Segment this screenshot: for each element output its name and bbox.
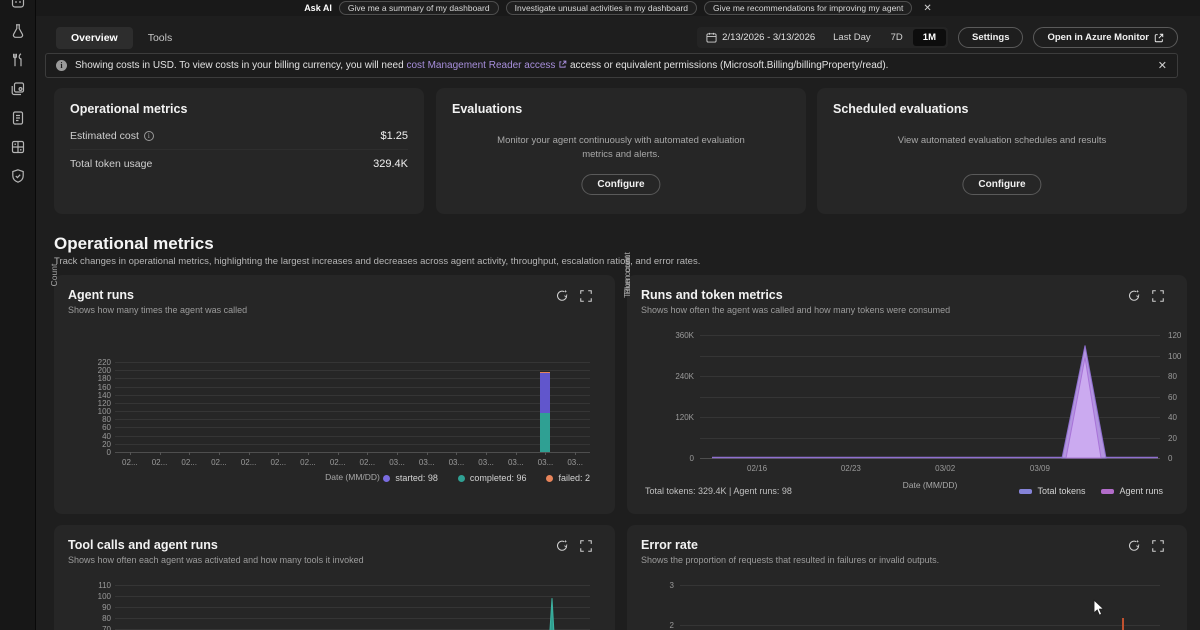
tab-overview[interactable]: Overview	[56, 27, 133, 49]
agent-icon[interactable]	[10, 0, 26, 10]
info-icon[interactable]: i	[144, 131, 154, 141]
evaluations-flask-icon[interactable]	[10, 23, 26, 39]
models-grid-icon[interactable]	[10, 139, 26, 155]
ask-ai-bar: Ask AI Give me a summary of my dashboard…	[36, 0, 1200, 16]
sidebar	[0, 0, 36, 630]
ask-ai-chip-summary[interactable]: Give me a summary of my dashboard	[339, 1, 499, 15]
range-7d[interactable]: 7D	[881, 29, 913, 46]
ask-ai-label: Ask AI	[304, 3, 332, 13]
agent-monitoring-dashboard: Ask AI Give me a summary of my dashboard…	[0, 0, 1200, 630]
legend-item[interactable]: started: 98	[383, 473, 438, 483]
mouse-cursor	[1093, 599, 1105, 617]
tool-calls-plot: 110100908070605040302010	[54, 525, 615, 630]
cost-reader-access-link[interactable]: cost Management Reader access	[406, 60, 555, 71]
templates-copy-icon[interactable]	[10, 81, 26, 97]
tokens-runs-footer: Total tokens: 329.4K | Agent runs: 98	[645, 486, 792, 496]
calendar-icon	[706, 32, 717, 43]
date-range-group: 2/13/2026 - 3/13/2026 Last Day 7D 1M	[697, 27, 948, 48]
estimated-cost-label: Estimated cost	[70, 130, 139, 142]
legend-item[interactable]: completed: 96	[458, 473, 527, 483]
settings-button[interactable]: Settings	[958, 27, 1023, 48]
runs-token-legend: Total tokens Agent runs	[1019, 486, 1163, 496]
banner-text: Showing costs in USD. To view costs in y…	[75, 60, 888, 71]
docs-icon[interactable]	[10, 110, 26, 126]
ask-ai-close-icon[interactable]: ✕	[923, 3, 931, 14]
legend-item[interactable]: failed: 2	[546, 473, 590, 483]
tab-bar: Overview Tools	[56, 27, 187, 49]
token-usage-value: 329.4K	[373, 158, 408, 170]
cost-info-banner: i Showing costs in USD. To view costs in…	[45, 53, 1178, 78]
ask-ai-chip-investigate[interactable]: Investigate unusual activities in my das…	[506, 1, 697, 15]
agent-runs-chart-card: Agent runs Shows how many times the agen…	[54, 275, 615, 514]
card-title: Operational metrics	[70, 102, 408, 116]
runs-token-chart-card: Runs and token metrics Shows how often t…	[627, 275, 1187, 514]
evaluations-card: Evaluations Monitor your agent continuou…	[436, 88, 806, 214]
info-icon: i	[56, 60, 67, 71]
date-range-value[interactable]: 2/13/2026 - 3/13/2026	[717, 29, 823, 46]
toolbar: 2/13/2026 - 3/13/2026 Last Day 7D 1M Set…	[697, 27, 1178, 48]
scheduled-evaluations-card: Scheduled evaluations View automated eva…	[817, 88, 1187, 214]
banner-close-icon[interactable]: ✕	[1158, 59, 1167, 72]
banner-external-link-icon	[558, 60, 567, 71]
card-title: Scheduled evaluations	[833, 102, 1171, 116]
estimated-cost-row: Estimated cost i $1.25	[70, 122, 408, 150]
scheduled-description: View automated evaluation schedules and …	[873, 134, 1132, 148]
legend-item[interactable]: Agent runs	[1101, 486, 1163, 496]
section-title: Operational metrics	[54, 234, 214, 254]
range-last-day[interactable]: Last Day	[823, 29, 881, 46]
range-1m[interactable]: 1M	[913, 29, 946, 46]
section-description: Track changes in operational metrics, hi…	[54, 256, 700, 267]
configure-scheduled-button[interactable]: Configure	[962, 174, 1041, 195]
open-azure-monitor-button[interactable]: Open in Azure Monitor	[1033, 27, 1178, 48]
tools-icon[interactable]	[10, 52, 26, 68]
configure-evaluations-button[interactable]: Configure	[581, 174, 660, 195]
tab-tools[interactable]: Tools	[133, 27, 188, 49]
safety-shield-icon[interactable]	[10, 168, 26, 184]
card-title: Evaluations	[452, 102, 790, 116]
estimated-cost-value: $1.25	[380, 130, 408, 142]
external-link-icon	[1154, 33, 1164, 43]
evaluations-description: Monitor your agent continuously with aut…	[492, 134, 751, 162]
runs-token-plot: 120100806040200360K240K120K002/1602/2303…	[627, 275, 1187, 514]
tool-calls-chart-card: Tool calls and agent runs Shows how ofte…	[54, 525, 615, 630]
legend-item[interactable]: Total tokens	[1019, 486, 1085, 496]
operational-metrics-card: Operational metrics Estimated cost i $1.2…	[54, 88, 424, 214]
agent-runs-legend: started: 98 completed: 96 failed: 2	[115, 473, 590, 483]
token-usage-label: Total token usage	[70, 158, 152, 170]
ask-ai-chip-recommendations[interactable]: Give me recommendations for improving my…	[704, 1, 912, 15]
token-usage-row: Total token usage 329.4K	[70, 150, 408, 177]
